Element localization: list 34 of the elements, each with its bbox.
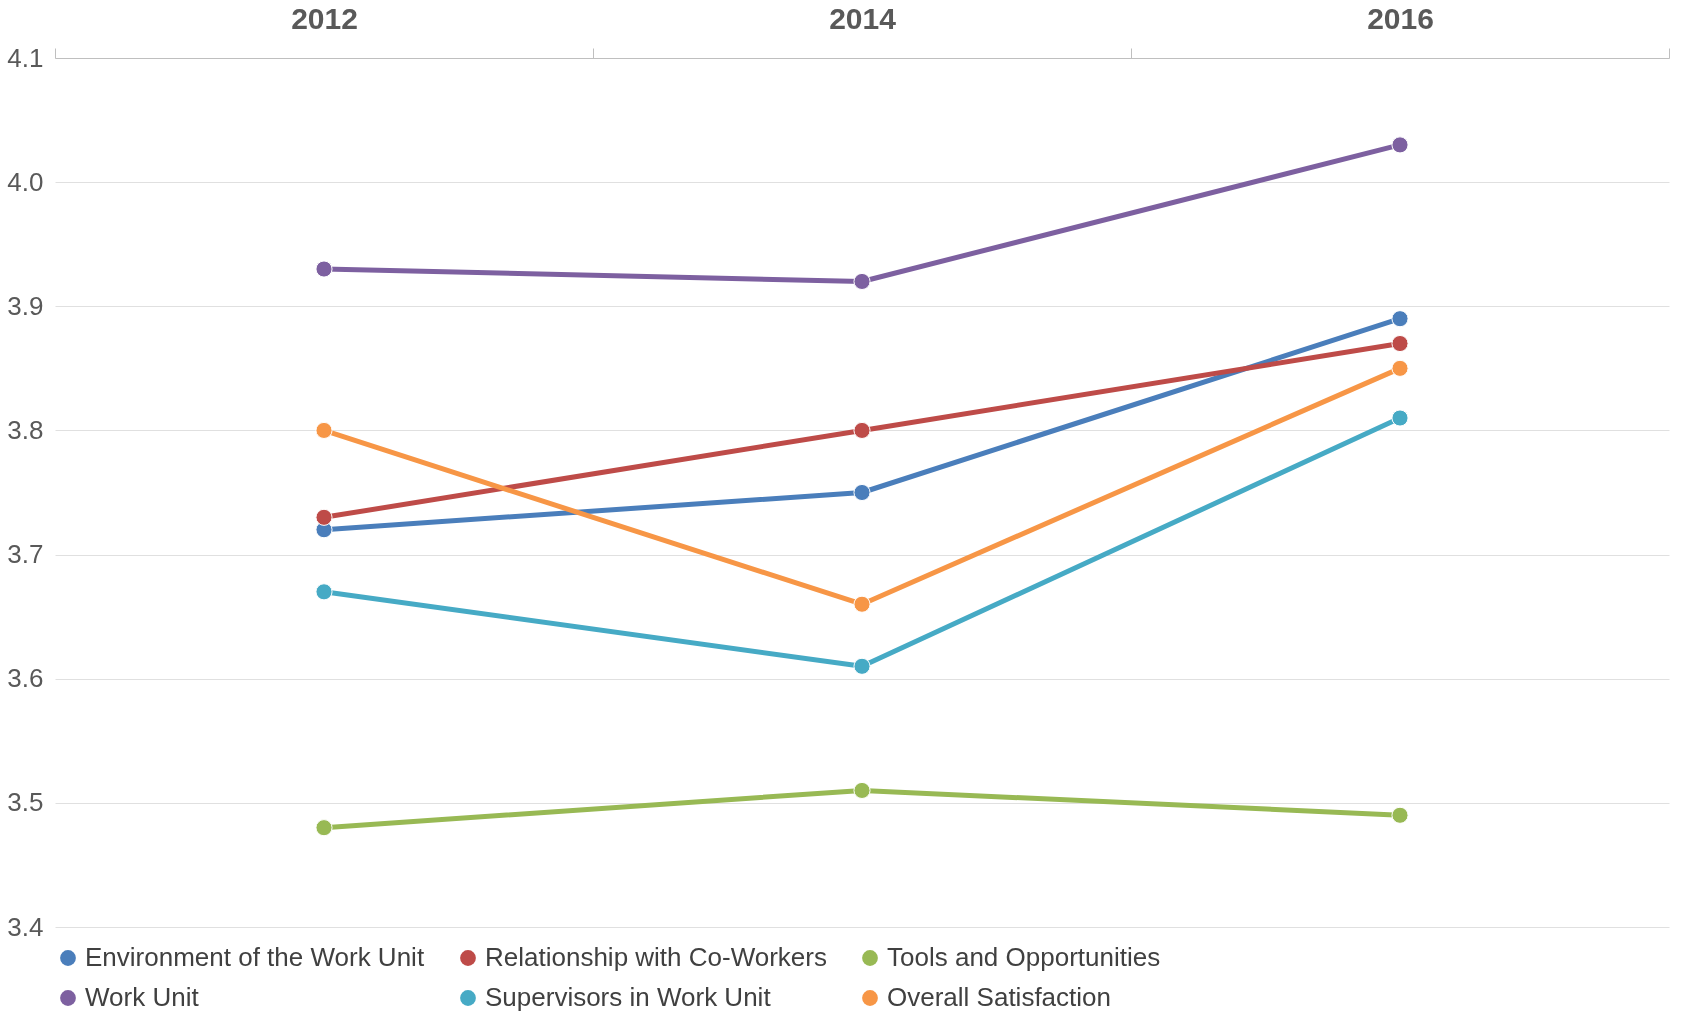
point — [1391, 359, 1409, 377]
point — [853, 595, 871, 613]
point — [315, 819, 333, 837]
point — [853, 421, 871, 439]
point — [315, 421, 333, 439]
x-tick-label: 2012 — [291, 1, 358, 35]
legend-label: Relationship with Co-Workers — [485, 942, 827, 972]
point — [853, 657, 871, 675]
y-tick-label: 3.9 — [7, 290, 44, 321]
point — [315, 260, 333, 278]
y-tick-label: 4.0 — [7, 166, 44, 197]
y-tick-label: 3.5 — [7, 787, 44, 818]
point — [1391, 136, 1409, 154]
x-tick-label: 2014 — [829, 1, 897, 35]
x-tick-label: 2016 — [1367, 1, 1434, 35]
point — [1391, 409, 1409, 427]
point — [853, 272, 871, 290]
point — [1391, 310, 1409, 328]
legend-label: Tools and Opportunities — [887, 942, 1161, 972]
legend-label: Work Unit — [85, 982, 200, 1012]
point — [315, 508, 333, 526]
point — [853, 483, 871, 502]
legend-label: Overall Satisfaction — [887, 982, 1111, 1012]
point — [853, 781, 871, 799]
point — [315, 583, 333, 601]
point — [1391, 806, 1409, 824]
y-tick-label: 3.8 — [7, 414, 44, 445]
legend-label: Environment of the Work Unit — [85, 942, 425, 972]
legend-label: Supervisors in Work Unit — [485, 982, 772, 1012]
y-tick-label: 3.6 — [7, 663, 44, 694]
point — [1391, 334, 1409, 353]
y-tick-label: 4.1 — [7, 42, 44, 73]
y-tick-label: 3.7 — [7, 539, 44, 570]
y-tick-label: 3.4 — [7, 911, 44, 942]
